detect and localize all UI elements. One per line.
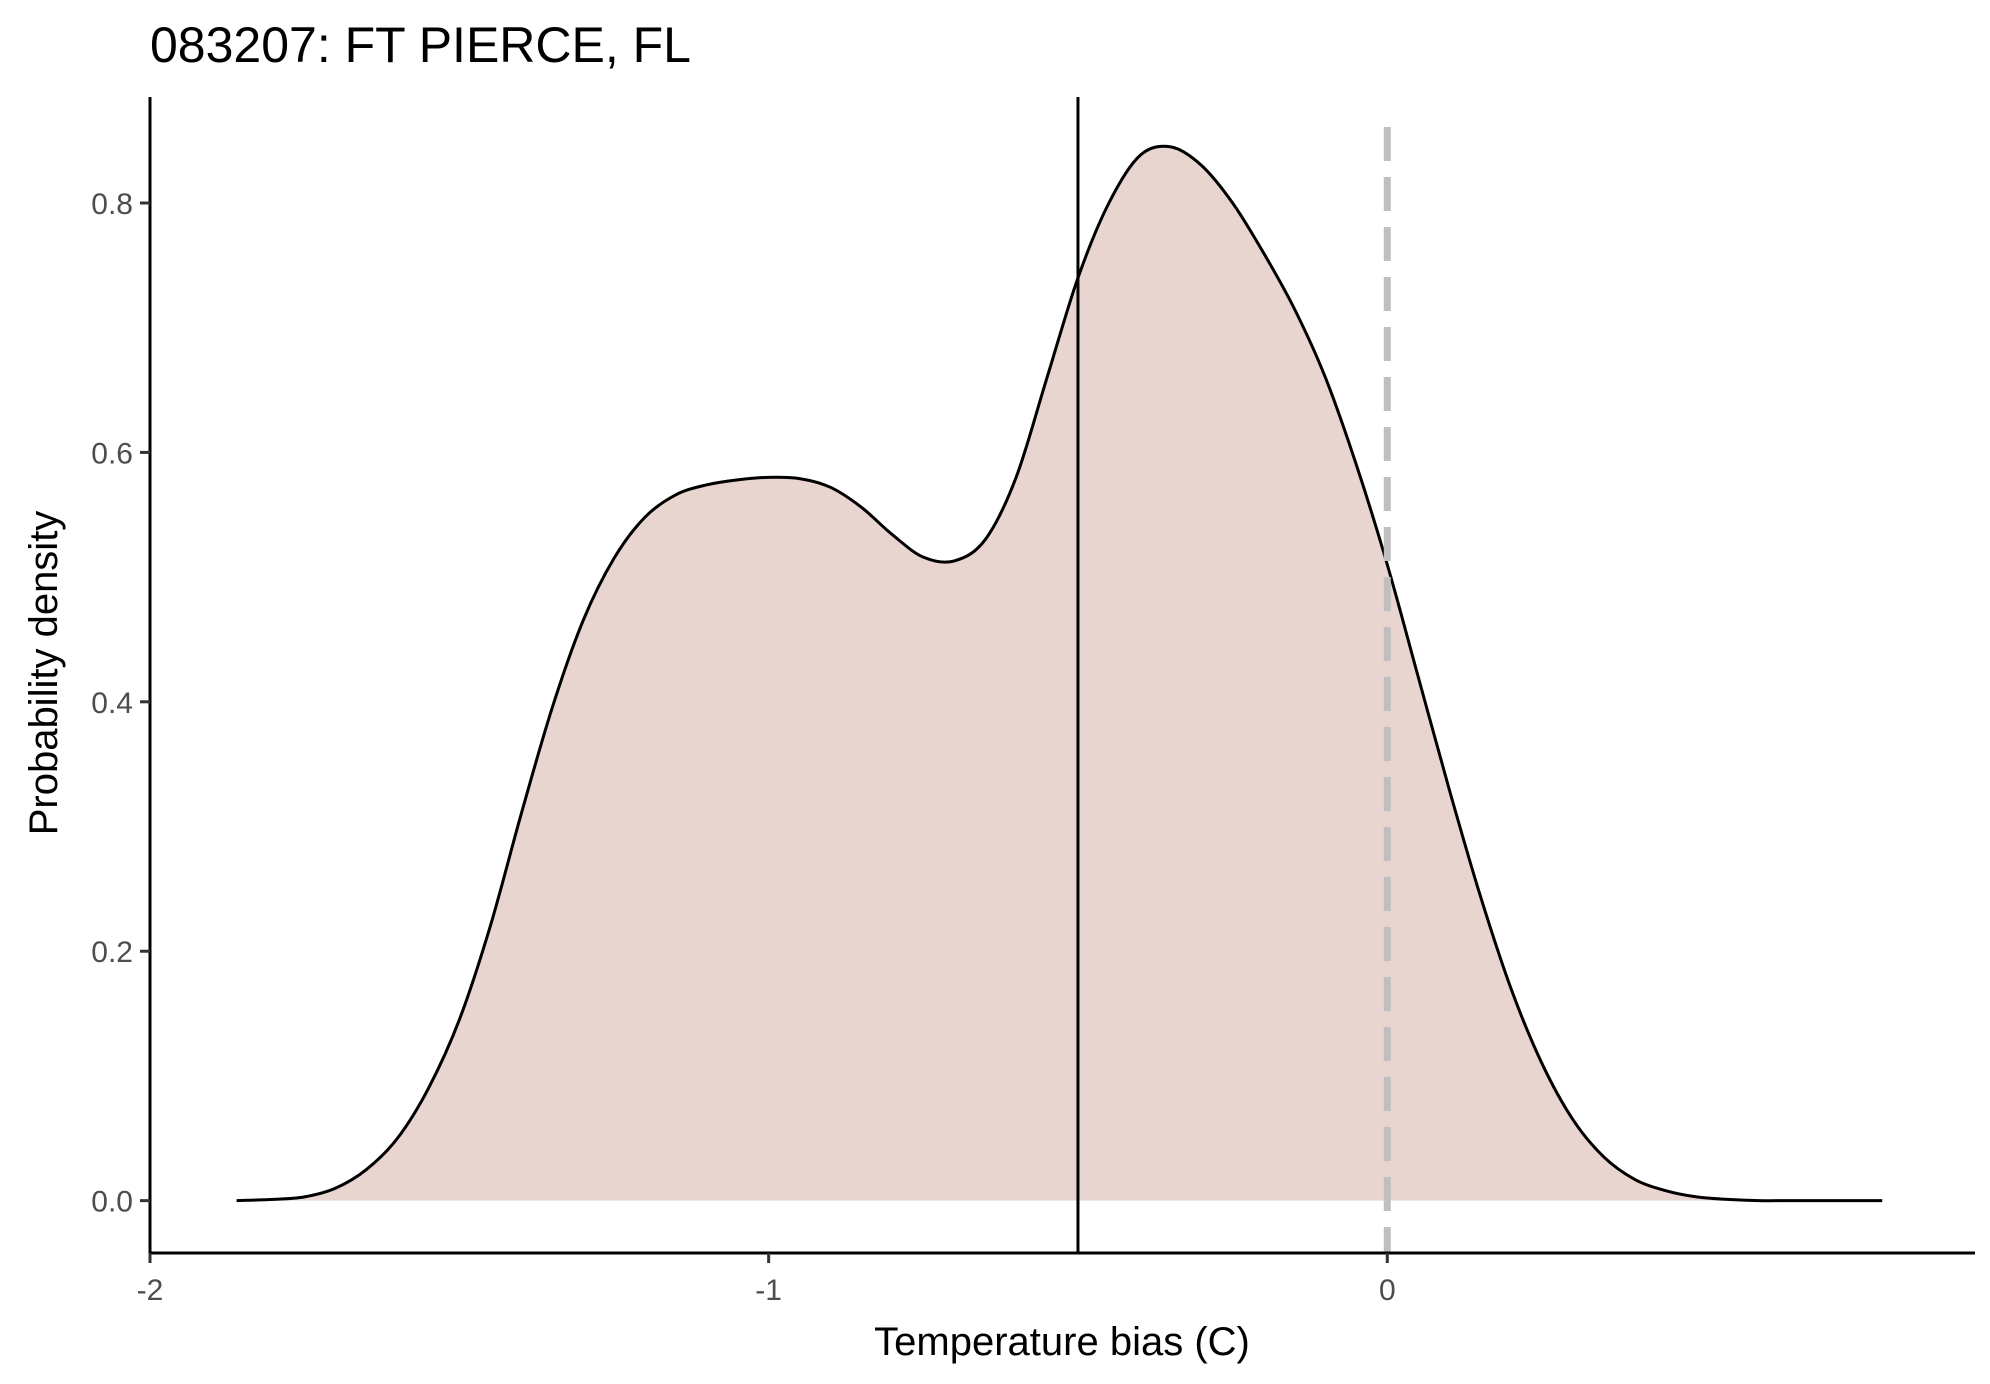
y-tick-label: 0.2 <box>91 936 133 969</box>
y-tick-label: 0.8 <box>91 188 133 221</box>
y-tick-label: 0.6 <box>91 437 133 470</box>
density-line <box>236 144 1883 1203</box>
axes: -2 -1 0 0.0 0.2 0.4 0.6 0.8 <box>91 97 1975 1307</box>
y-tick-label: 0.4 <box>91 687 133 720</box>
x-tick-label: -2 <box>137 1274 164 1307</box>
density-area <box>236 146 1883 1201</box>
x-tick-label: -1 <box>755 1274 782 1307</box>
plot-area <box>236 97 1883 1253</box>
x-tick-label: 0 <box>1379 1274 1396 1307</box>
y-axis-title: Probability density <box>22 511 66 836</box>
y-tick-label: 0.0 <box>91 1186 133 1219</box>
chart-title: 083207: FT PIERCE, FL <box>150 17 691 73</box>
x-axis-title: Temperature bias (C) <box>874 1320 1250 1364</box>
